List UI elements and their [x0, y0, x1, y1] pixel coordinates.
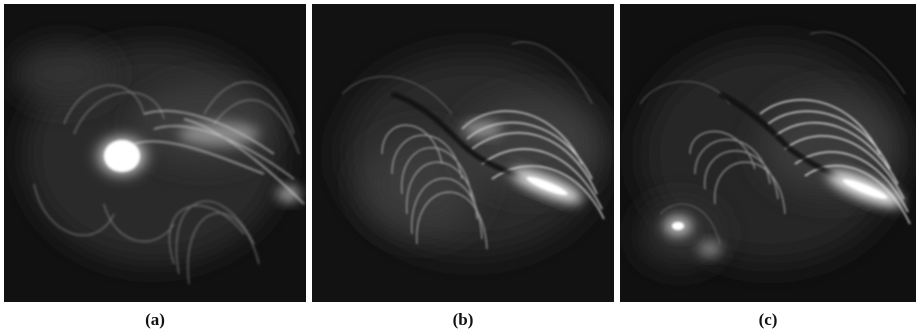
- solar-image-panel-c: [620, 4, 916, 302]
- panel-caption-b: (b): [452, 310, 474, 329]
- solar-loops-image-c: [620, 4, 916, 302]
- panel-caption-c: (c): [758, 310, 778, 329]
- solar-image-panel-b: [312, 4, 614, 302]
- panel-caption-a: (a): [145, 310, 165, 329]
- solar-loops-image-a: [4, 4, 306, 302]
- solar-loops-image-b: [312, 4, 614, 302]
- solar-image-panel-a: [4, 4, 306, 302]
